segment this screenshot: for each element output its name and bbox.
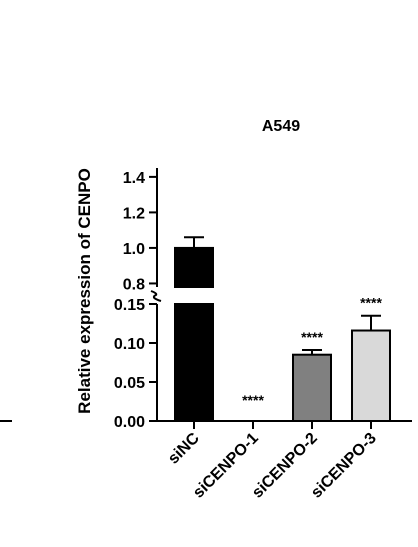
y-axis-label: Relative expression of CENPO [75, 168, 94, 414]
significance-label: **** [301, 329, 323, 345]
bars [174, 236, 391, 423]
bar [174, 246, 214, 288]
chart-title: A549 [262, 118, 300, 135]
y-tick-label: 0.8 [123, 276, 145, 293]
bar [292, 353, 332, 423]
labels: 0.000.050.100.150.81.01.21.4siNC****siCE… [114, 170, 383, 502]
y-tick-label: 1.0 [123, 241, 145, 258]
significance-label: **** [360, 295, 382, 311]
y-tick-label: 0.00 [114, 414, 145, 431]
y-tick-label: 0.10 [114, 336, 145, 353]
bar [174, 303, 214, 422]
y-axis-break-mark [150, 290, 162, 302]
y-tick-label: 0.15 [114, 297, 145, 314]
y-tick-label: 0.05 [114, 375, 145, 392]
significance-label: **** [242, 392, 264, 408]
y-tick-label: 1.2 [123, 205, 145, 222]
bar [351, 329, 391, 422]
x-tick-label: siNC [165, 429, 203, 467]
y-tick-label: 1.4 [123, 170, 145, 187]
